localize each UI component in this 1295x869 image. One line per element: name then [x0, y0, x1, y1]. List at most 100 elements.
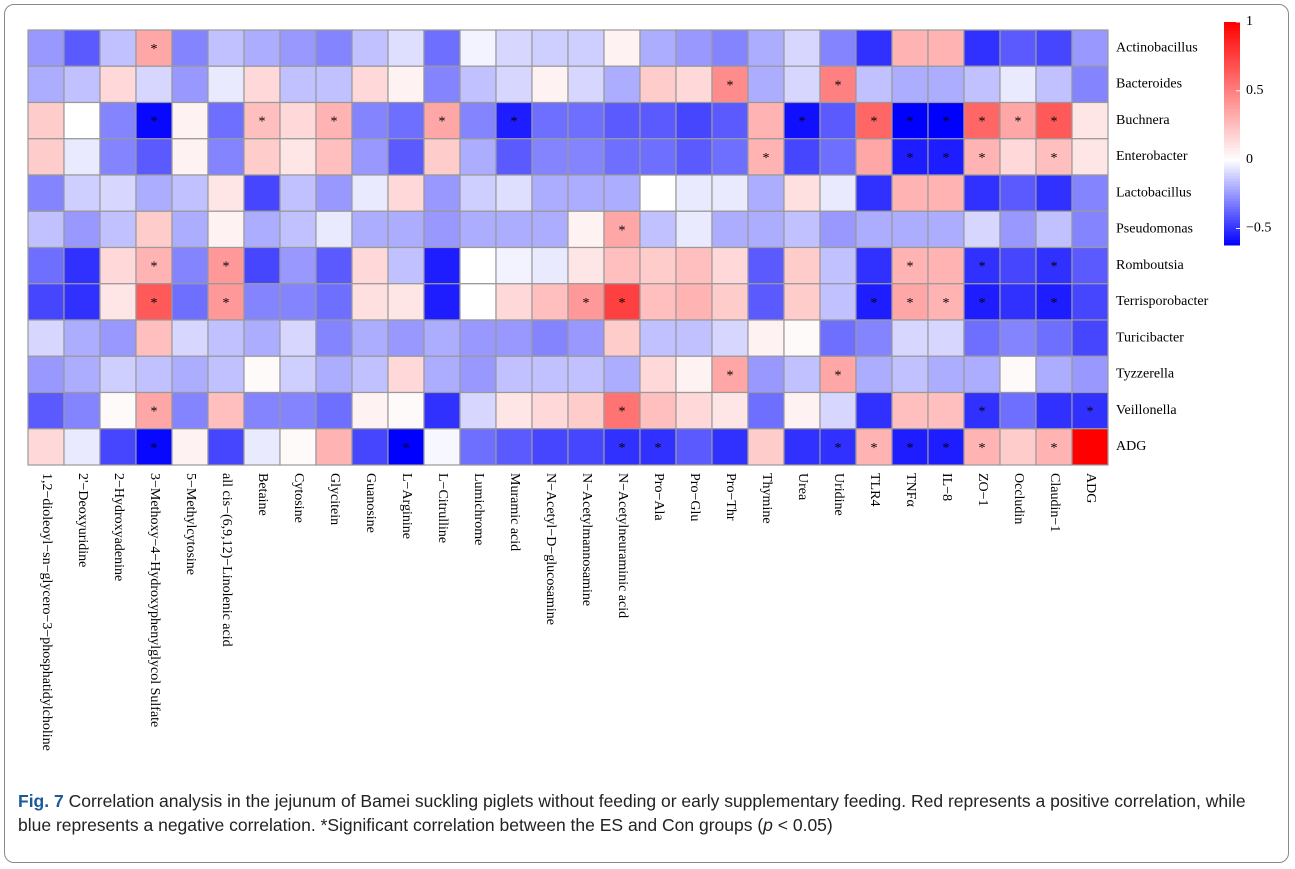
cell: [63, 210, 101, 249]
cell: [99, 174, 137, 212]
cell: [567, 246, 605, 285]
cell: [387, 210, 425, 249]
cell: [99, 246, 137, 285]
column-label: Pro−Ala: [651, 473, 666, 521]
cell: [135, 210, 173, 249]
column-label: Thymine: [759, 473, 774, 524]
cell: [63, 29, 101, 67]
cell: [171, 29, 209, 67]
colorbar-segment: [1224, 44, 1240, 48]
significance-star: *: [907, 296, 914, 311]
significance-star: *: [979, 151, 986, 166]
cell: [711, 246, 749, 285]
cell: [603, 355, 641, 394]
cell: [999, 29, 1037, 67]
cell: [1071, 319, 1109, 357]
column-label: L−Citrulline: [435, 473, 450, 543]
cell: [315, 355, 353, 394]
colorbar-label: 0.5: [1246, 83, 1264, 98]
cell: [351, 101, 389, 140]
cell: [279, 428, 317, 466]
cell: [63, 246, 101, 285]
cell: [855, 246, 893, 285]
cell: [459, 319, 497, 357]
cell: [27, 138, 65, 176]
cell: [639, 355, 677, 394]
cell: [711, 101, 749, 140]
cell: [27, 29, 65, 67]
cell: [459, 174, 497, 212]
cell: [1035, 174, 1073, 212]
colorbar-segment: [1224, 192, 1240, 196]
colorbar-segment: [1224, 66, 1240, 70]
colorbar-segment: [1224, 236, 1240, 240]
row-label: Veillonella: [1116, 403, 1177, 418]
significance-star: *: [331, 115, 338, 130]
cell: [567, 391, 605, 430]
cell: [747, 428, 785, 466]
cell: [1071, 65, 1109, 104]
cell: [603, 428, 641, 466]
cell: [603, 65, 641, 104]
cell: [207, 391, 245, 430]
cell: [351, 65, 389, 104]
colorbar-segment: [1224, 161, 1240, 165]
column-label: IL−8: [939, 473, 954, 501]
significance-star: *: [1051, 151, 1058, 166]
cell: [315, 210, 353, 249]
row-label: Bacteroides: [1116, 77, 1182, 92]
cell: [495, 283, 533, 321]
colorbar-segment: [1224, 72, 1240, 76]
colorbar-segment: [1224, 186, 1240, 190]
cell: [639, 391, 677, 430]
cell: [999, 174, 1037, 212]
cell: [171, 210, 209, 249]
row-label: ADG: [1116, 439, 1146, 454]
colorbar-segment: [1224, 22, 1240, 26]
colorbar-segment: [1224, 97, 1240, 101]
cell: [495, 246, 533, 285]
cell: [351, 355, 389, 394]
cell: [351, 29, 389, 67]
cell: [531, 391, 569, 430]
cell: [495, 428, 533, 466]
cell: [567, 65, 605, 104]
row-label: Tyzzerella: [1116, 367, 1175, 382]
cell: [423, 428, 461, 466]
colorbar-segment: [1224, 105, 1240, 109]
colorbar-segment: [1224, 231, 1240, 235]
significance-star: *: [979, 296, 986, 311]
colorbar-segment: [1224, 35, 1240, 40]
cell: [495, 391, 533, 430]
cell: [675, 246, 713, 285]
cell: [999, 391, 1037, 430]
cell: [27, 355, 65, 394]
significance-star: *: [403, 441, 410, 456]
cell: [1071, 138, 1109, 176]
colorbar-segment: [1224, 217, 1240, 221]
cell: [1071, 246, 1109, 285]
colorbar-segment: [1224, 24, 1240, 29]
cell: [783, 355, 821, 394]
column-label: ADG: [1083, 473, 1098, 503]
cell: [1035, 210, 1073, 249]
cell: [99, 65, 137, 104]
cell: [99, 355, 137, 394]
cell: [963, 391, 1001, 430]
cell: [315, 428, 353, 466]
cell: [1071, 355, 1109, 394]
cell: [99, 210, 137, 249]
cell: [423, 246, 461, 285]
colorbar-segment: [1224, 141, 1240, 146]
colorbar-segment: [1224, 208, 1240, 213]
cell: [207, 174, 245, 212]
significance-star: *: [151, 115, 158, 130]
cell: [27, 174, 65, 212]
cell: [135, 174, 173, 212]
cell: [819, 174, 857, 212]
colorbar-segment: [1224, 169, 1240, 174]
colorbar-segment: [1224, 164, 1240, 168]
column-label: ZO−1: [975, 473, 990, 507]
colorbar-label: −0.5: [1246, 221, 1271, 236]
cell: [171, 391, 209, 430]
